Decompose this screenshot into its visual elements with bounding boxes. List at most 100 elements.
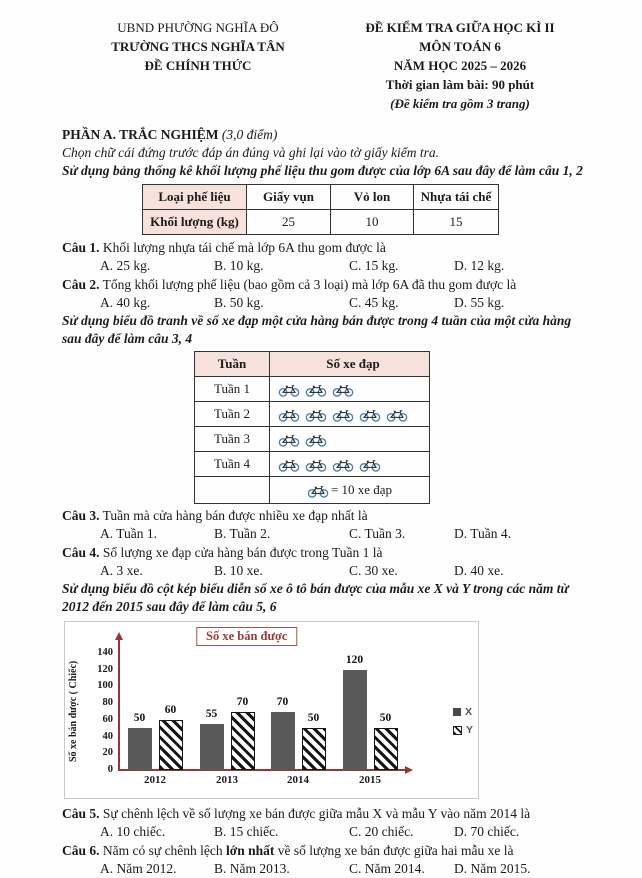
question-5-options: A. 10 chiếc. B. 15 chiếc. C. 20 chiếc. D… [100, 823, 586, 841]
bicycle-icon [359, 410, 381, 422]
pictogram-row: Tuần 4 [194, 451, 430, 477]
pictogram-legend: = 10 xe đạp [269, 476, 430, 504]
exam-duration: Thời gian làm bài: 90 phút [385, 77, 535, 92]
option-d: D. 12 kg. [454, 258, 505, 273]
header-cell-cans: Vỏ lon [330, 184, 414, 210]
y-tick-80: 80 [102, 697, 114, 709]
org-line-ward: UBND PHƯỜNG NGHĨA ĐÔ [117, 20, 279, 35]
header-cell-week: Tuần [194, 351, 270, 377]
bar-Y-2013 [230, 711, 255, 770]
question-5-stem: Câu 5. Sự chênh lệch về số lượng xe bán … [62, 805, 586, 823]
pictogram-row: Tuần 1 [194, 376, 430, 402]
bicycle-icon [307, 482, 331, 498]
option-a: A. 3 xe. [100, 563, 143, 578]
part-a-points: (3,0 điểm) [221, 127, 278, 142]
part-a-instruction: Chọn chữ cái đứng trước đáp án đúng và g… [62, 145, 439, 160]
question-4: Câu 4. Số lượng xe đạp cửa hàng bán được… [62, 544, 586, 580]
question-1: Câu 1. Khối lượng nhựa tái chế mà lớp 6A… [62, 239, 586, 275]
y-tick-140: 140 [97, 647, 113, 658]
question-5-text: Sự chênh lệch về số lượng xe bán được gi… [102, 806, 531, 821]
bar-X-2015 [342, 669, 367, 770]
pictogram-legend-row: = 10 xe đạp [194, 476, 430, 504]
option-d: D. Tuần 4. [454, 526, 512, 541]
chart-legend: X Y [452, 706, 473, 742]
question-6-stem: Câu 6. Năm có sự chênh lệch lớn nhất về … [62, 842, 586, 860]
weight-cans: 10 [330, 209, 414, 235]
bicycle-icon [305, 460, 327, 472]
x-axis-arrow-icon [405, 766, 413, 774]
option-c: C. 20 chiếc. [349, 824, 414, 839]
bar-Y-2012 [158, 719, 183, 770]
question-2-options: A. 40 kg. B. 50 kg. C. 45 kg. D. 55 kg. [100, 294, 586, 312]
chart-y-axis-label: Số xe bán được ( Chiếc) [68, 660, 79, 762]
y-tick-100: 100 [97, 680, 113, 692]
question-1-label: Câu 1. [62, 240, 100, 255]
x-category-2013: 2013 [216, 774, 238, 786]
data-label-Y-2015: 50 [379, 712, 392, 725]
weight-plastic: 15 [413, 209, 499, 235]
week-label: Tuần 2 [194, 401, 270, 427]
y-tick-0: 0 [107, 764, 113, 775]
legend-label-x: X [464, 706, 472, 718]
question-2-stem: Câu 2. Tổng khối lượng phế liệu (bao gồm… [62, 276, 586, 294]
question-3-label: Câu 3. [62, 508, 100, 523]
part-a-heading: PHẦN A. TRẮC NGHIỆM (3,0 điểm) [62, 126, 586, 144]
option-c: C. Năm 2014. [349, 861, 425, 876]
question-3-options: A. Tuần 1. B. Tuần 2. C. Tuần 3. D. Tuần… [100, 525, 586, 543]
bicycle-icons-week-4 [269, 451, 430, 477]
option-a: A. Năm 2012. [100, 861, 177, 876]
option-a: A. Tuần 1. [100, 526, 158, 541]
exam-subject: MÔN TOÁN 6 [419, 39, 501, 54]
question-4-label: Câu 4. [62, 545, 100, 560]
bicycle-icon [307, 486, 329, 498]
question-4-stem: Câu 4. Số lượng xe đạp cửa hàng bán được… [62, 544, 586, 562]
x-category-2014: 2014 [287, 774, 309, 786]
y-tick-20: 20 [102, 747, 114, 759]
question-4-options: A. 3 xe. B. 10 xe. C. 30 xe. D. 40 xe. [100, 562, 586, 580]
y-tick-40: 40 [102, 730, 114, 742]
question-4-text: Số lượng xe đạp cửa hàng bán được trong … [102, 545, 383, 560]
bicycle-icon [278, 435, 300, 447]
option-a: A. 10 chiếc. [100, 824, 166, 839]
option-c: C. Tuần 3. [349, 526, 406, 541]
exam-pages-note: (Đề kiểm tra gồm 3 trang) [390, 96, 530, 111]
question-3-text: Tuần mà cửa hàng bán được nhiều xe đạp n… [102, 508, 368, 523]
question-3-stem: Câu 3. Tuần mà cửa hàng bán được nhiều x… [62, 507, 586, 525]
bicycle-icon [305, 435, 327, 447]
weight-paper: 25 [246, 209, 331, 235]
row-label-weight: Khối lượng (kg) [142, 209, 247, 235]
legend-entry-y: Y [452, 724, 473, 736]
exam-school-year: NĂM HỌC 2025 – 2026 [393, 58, 527, 73]
lead-bar-chart: Sử dụng biểu đồ cột kép biểu diễn số xe … [62, 581, 569, 614]
car-sales-bar-chart: Số xe bán được Số xe bán được ( Chiếc) 0… [64, 621, 479, 799]
part-a-title: PHẦN A. TRẮC NGHIỆM [62, 127, 219, 142]
option-c: C. 15 kg. [349, 258, 399, 273]
data-label-X-2012: 50 [133, 712, 146, 725]
legend-swatch-y-icon [452, 725, 462, 735]
question-6-text-emphasis: lớn nhất [226, 843, 275, 858]
option-d: D. Năm 2015. [454, 861, 531, 876]
bicycle-icon [305, 410, 327, 422]
x-axis-line [118, 769, 406, 771]
pictogram-row: Tuần 3 [194, 426, 430, 452]
question-1-text: Khối lượng nhựa tái chế mà lớp 6A thu go… [102, 240, 386, 255]
bicycle-icons-week-3 [269, 426, 430, 452]
scrap-weight-table: Loại phế liệu Giấy vụn Vỏ lon Nhựa tái c… [142, 184, 499, 235]
exam-title-block: ĐỀ KIỂM TRA GIỮA HỌC KÌ II MÔN TOÁN 6 NĂ… [334, 18, 586, 113]
bicycle-icon [278, 385, 300, 397]
y-axis-arrow-icon [115, 632, 123, 640]
week-label: Tuần 4 [194, 451, 270, 477]
week-label: Tuần 1 [194, 376, 270, 402]
question-3: Câu 3. Tuần mà cửa hàng bán được nhiều x… [62, 507, 586, 543]
bicycle-icon [386, 410, 408, 422]
bicycle-icons-week-2 [269, 401, 430, 427]
header-cell-type: Loại phế liệu [142, 184, 247, 210]
option-b: B. 10 xe. [214, 563, 263, 578]
y-tick-120: 120 [97, 663, 113, 675]
data-label-X-2014: 70 [276, 695, 289, 708]
question-6-text-pre: Năm có sự chênh lệch [102, 843, 227, 858]
bicycle-pictogram-table: Tuần Số xe đạp Tuần 1 Tuần 2 Tuần 3 Tuần… [194, 351, 430, 504]
table-header-row: Loại phế liệu Giấy vụn Vỏ lon Nhựa tái c… [142, 184, 499, 210]
data-label-Y-2013: 70 [236, 695, 249, 708]
